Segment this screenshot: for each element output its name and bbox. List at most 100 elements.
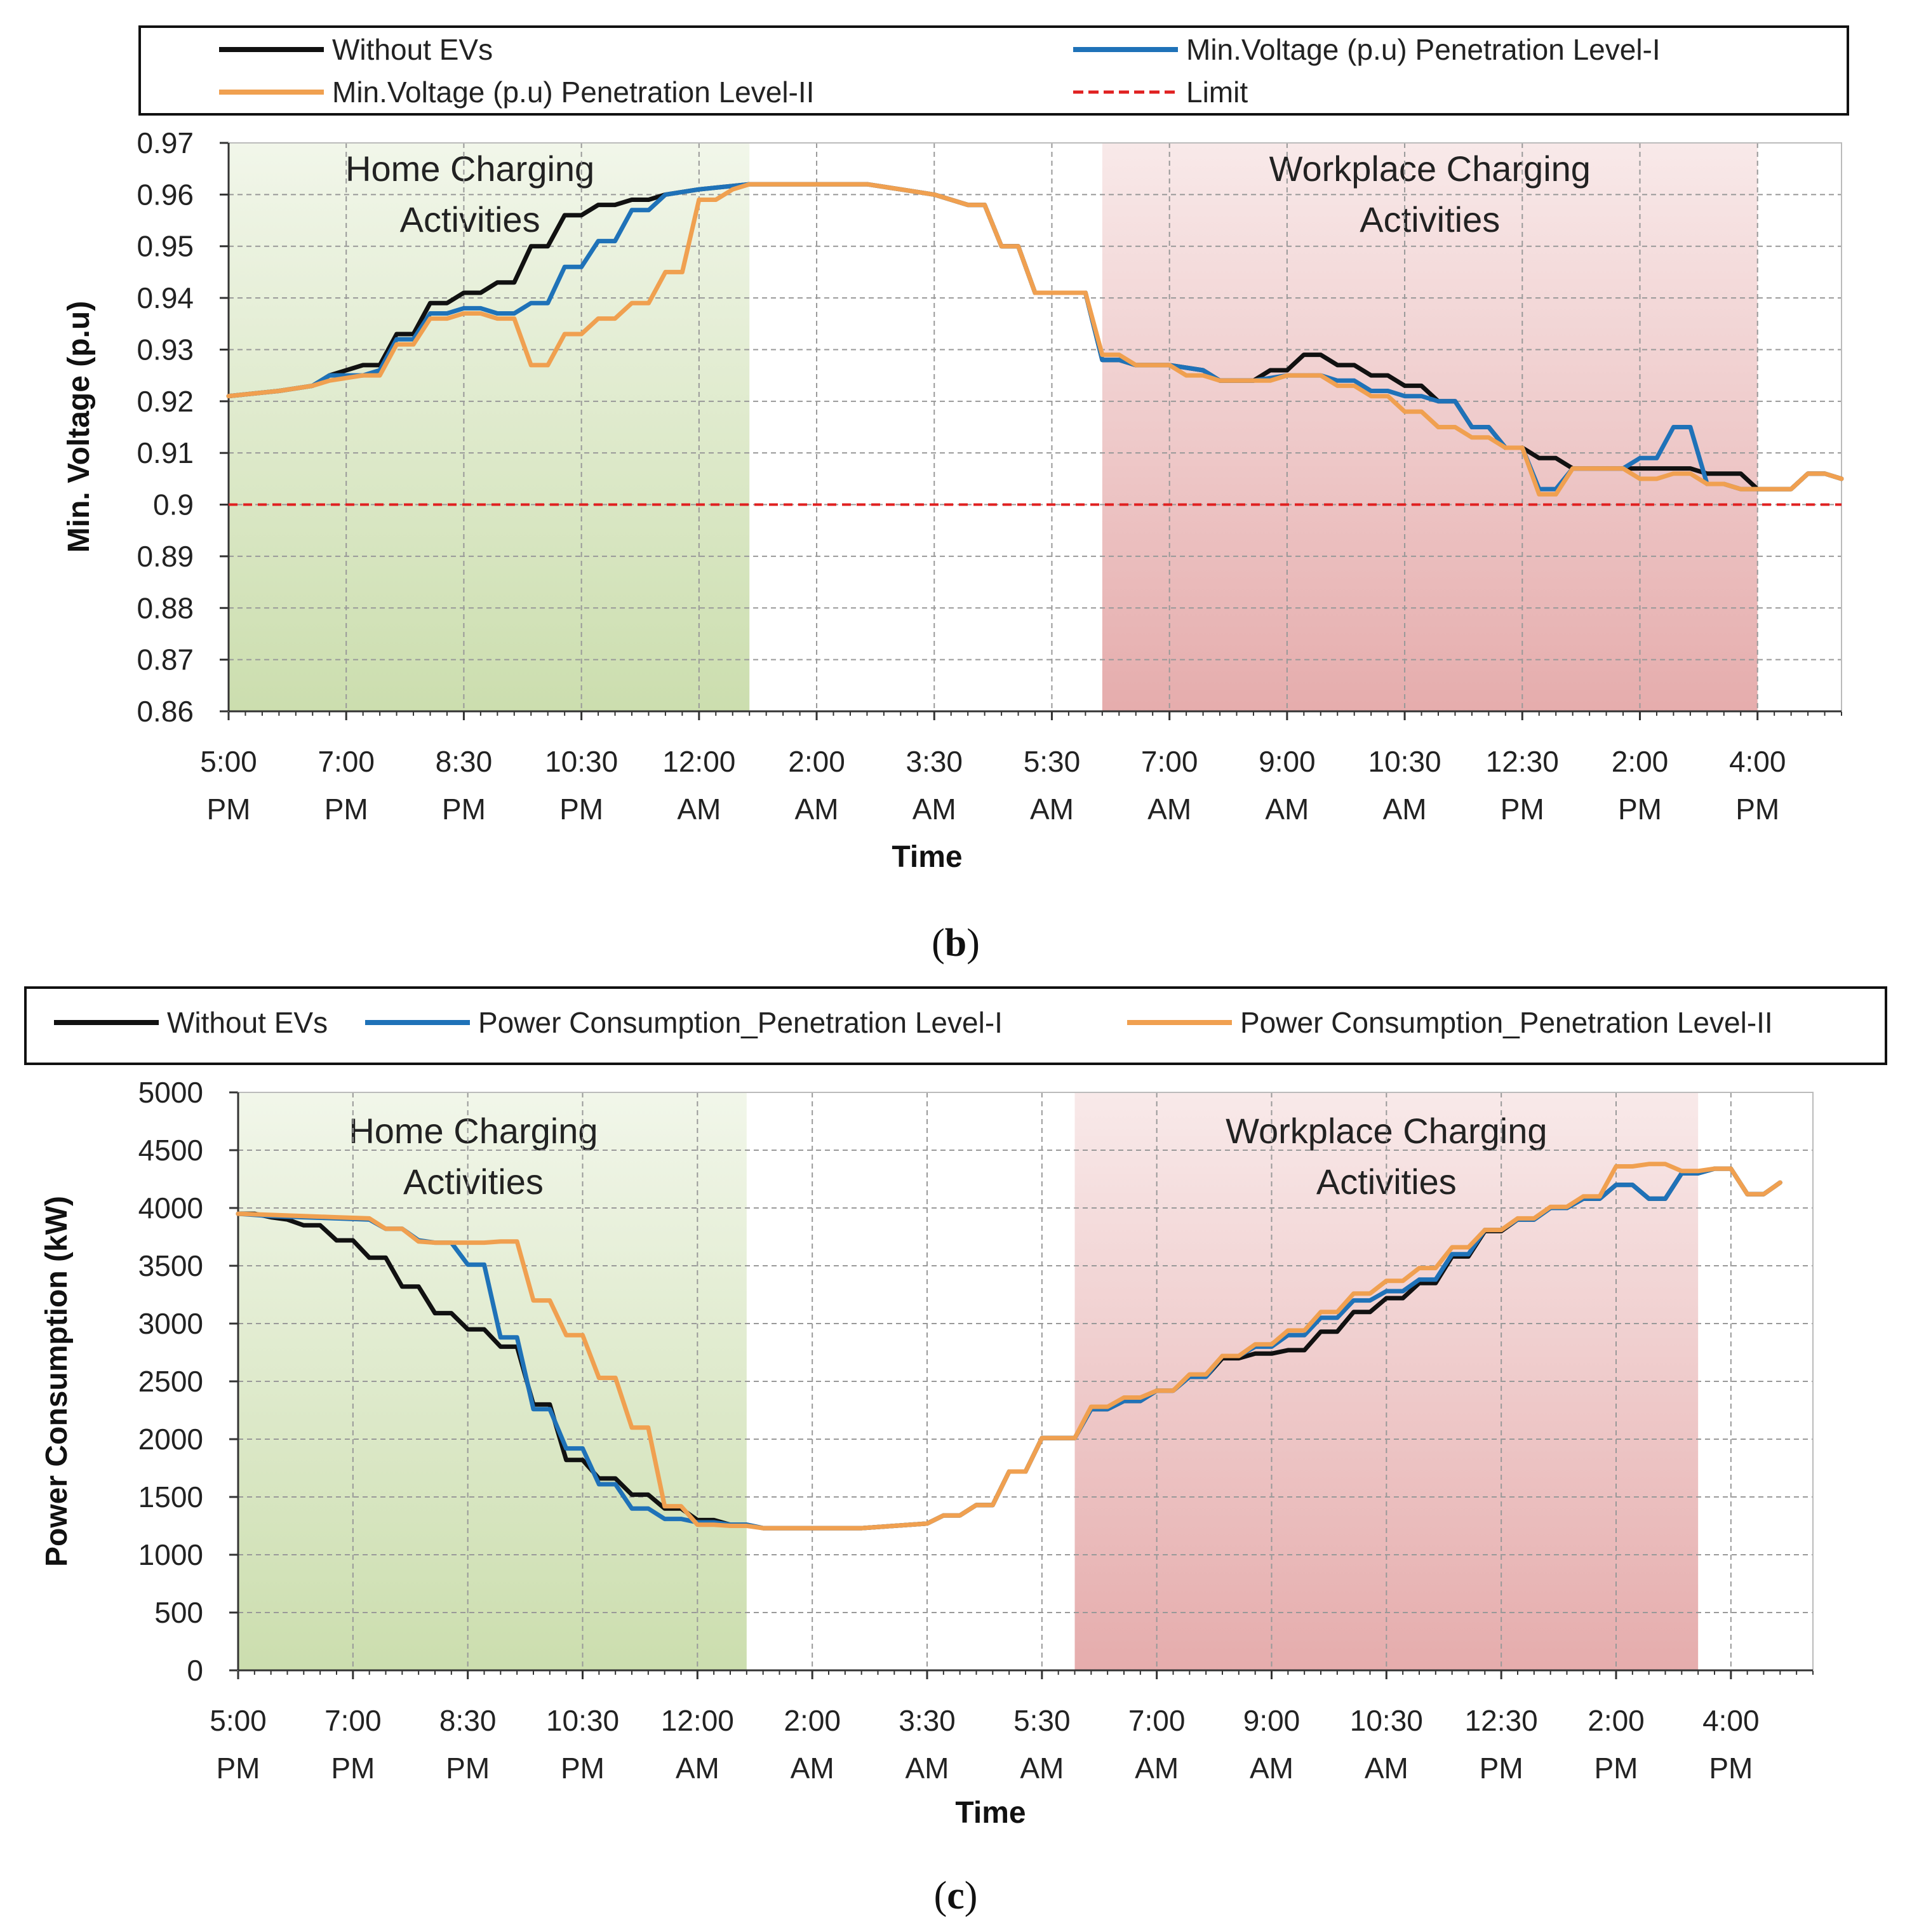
y-tick-label: 0.94 — [137, 281, 194, 314]
x-tick-label-ampm: AM — [676, 1752, 719, 1785]
x-tick-label-ampm: PM — [1480, 1752, 1523, 1785]
x-tick-label-time: 7:00 — [1141, 745, 1198, 778]
x-tick-label-time: 8:30 — [439, 1704, 497, 1737]
panel-caption: (c) — [934, 1874, 978, 1917]
region-label-line2: Activities — [400, 199, 540, 239]
x-tick-label-ampm: AM — [906, 1752, 949, 1785]
x-tick-label-ampm: AM — [913, 793, 956, 826]
y-tick-label: 0.97 — [137, 126, 194, 159]
x-tick-label-ampm: AM — [1147, 793, 1191, 826]
y-tick-label: 2000 — [138, 1423, 203, 1456]
chart-panel-b: Home Charging Activities Workplace Chargin… — [62, 25, 1849, 965]
charging-region — [1102, 143, 1758, 711]
region-label-line2: Activities — [1360, 199, 1500, 239]
x-tick-label-ampm: PM — [331, 1752, 375, 1785]
y-tick-label: 3500 — [138, 1249, 203, 1282]
x-tick-label-time: 8:30 — [436, 745, 493, 778]
y-tick-label: 4000 — [138, 1191, 203, 1224]
region-label-line2: Activities — [403, 1162, 544, 1202]
y-tick-label: 500 — [154, 1596, 203, 1629]
x-tick-label-ampm: PM — [217, 1752, 260, 1785]
y-tick-label: 1000 — [138, 1538, 203, 1571]
x-tick-label-ampm: PM — [1618, 793, 1662, 826]
x-tick-label-ampm: AM — [1265, 793, 1309, 826]
caption-paren: ) — [966, 922, 980, 965]
region-label-line1: Home Charging — [349, 1111, 598, 1151]
x-tick-label-time: 9:00 — [1243, 1704, 1300, 1737]
x-tick-label-ampm: PM — [324, 793, 368, 826]
x-tick-label-ampm: PM — [1735, 793, 1779, 826]
legend-box — [24, 986, 1887, 1065]
x-tick-label-ampm: PM — [561, 1752, 605, 1785]
x-tick-label-time: 4:00 — [1702, 1704, 1760, 1737]
x-tick-label-time: 7:00 — [324, 1704, 382, 1737]
x-tick-label-time: 5:30 — [1024, 745, 1081, 778]
x-tick-label-time: 3:30 — [899, 1704, 956, 1737]
x-tick-label-ampm: PM — [1501, 793, 1544, 826]
x-tick-label-ampm: AM — [1020, 1752, 1064, 1785]
x-tick-label-ampm: AM — [795, 793, 839, 826]
y-tick-label: 0.93 — [137, 333, 194, 366]
x-tick-label-ampm: PM — [446, 1752, 490, 1785]
y-tick-label: 0.89 — [137, 540, 194, 573]
x-tick-label-time: 3:30 — [906, 745, 963, 778]
y-tick-label: 2500 — [138, 1365, 203, 1398]
x-tick-label-time: 12:00 — [661, 1704, 734, 1737]
x-tick-label-time: 12:30 — [1465, 1704, 1538, 1737]
x-tick-label-ampm: AM — [1030, 793, 1074, 826]
legend-label: Min.Voltage (p.u) Penetration Level-II — [332, 76, 814, 109]
x-tick-label-ampm: AM — [1383, 793, 1427, 826]
x-tick-label-ampm: PM — [207, 793, 251, 826]
x-tick-label-time: 2:00 — [1612, 745, 1669, 778]
y-tick-label: 0.91 — [137, 436, 194, 469]
x-tick-label-time: 2:00 — [788, 745, 845, 778]
legend-label: Limit — [1186, 76, 1248, 109]
x-tick-label-time: 4:00 — [1729, 745, 1786, 778]
y-tick-label: 0 — [187, 1654, 203, 1687]
y-tick-label: 1500 — [138, 1480, 203, 1513]
legend-label: Power Consumption_Penetration Level-II — [1240, 1006, 1773, 1039]
y-axis-title: Min. Voltage (p.u) — [62, 301, 96, 553]
x-tick-label-ampm: PM — [559, 793, 603, 826]
y-tick-label: 0.95 — [137, 230, 194, 263]
x-tick-label-ampm: PM — [1709, 1752, 1753, 1785]
x-tick-label-time: 12:00 — [662, 745, 735, 778]
x-tick-label-time: 10:30 — [545, 745, 618, 778]
x-axis-title: Time — [955, 1796, 1026, 1830]
x-tick-label-time: 12:30 — [1486, 745, 1559, 778]
x-tick-label-time: 2:00 — [784, 1704, 841, 1737]
caption-paren: ) — [965, 1874, 978, 1917]
x-tick-label-time: 10:30 — [1350, 1704, 1423, 1737]
charging-region — [229, 143, 750, 711]
caption-letter: c — [947, 1874, 965, 1917]
region-label-line1: Home Charging — [345, 149, 594, 189]
y-tick-label: 5000 — [138, 1076, 203, 1109]
x-tick-label-ampm: AM — [677, 793, 721, 826]
series-line-3 — [236, 1162, 1782, 1531]
legend-label: Without EVs — [167, 1006, 328, 1039]
x-tick-label-time: 5:00 — [200, 745, 257, 778]
legend-label: Min.Voltage (p.u) Penetration Level-I — [1186, 33, 1661, 66]
x-tick-label-ampm: PM — [1594, 1752, 1638, 1785]
x-tick-label-time: 5:30 — [1013, 1704, 1071, 1737]
y-tick-label: 4500 — [138, 1134, 203, 1167]
x-tick-label-ampm: AM — [1365, 1752, 1408, 1785]
y-tick-label: 0.86 — [137, 695, 194, 728]
x-tick-label-ampm: AM — [1250, 1752, 1294, 1785]
x-tick-label-time: 5:00 — [210, 1704, 267, 1737]
y-tick-label: 0.96 — [137, 178, 194, 211]
x-tick-label-ampm: AM — [1135, 1752, 1179, 1785]
region-label-line1: Workplace Charging — [1269, 149, 1591, 189]
x-tick-label-time: 7:00 — [1128, 1704, 1186, 1737]
y-tick-label: 0.92 — [137, 385, 194, 418]
series-line-3 — [226, 182, 1844, 497]
x-axis-title: Time — [892, 840, 962, 874]
x-tick-label-time: 7:00 — [318, 745, 375, 778]
x-tick-label-time: 9:00 — [1259, 745, 1316, 778]
y-tick-label: 0.88 — [137, 591, 194, 624]
x-tick-label-ampm: PM — [442, 793, 486, 826]
y-tick-label: 0.9 — [153, 488, 194, 521]
